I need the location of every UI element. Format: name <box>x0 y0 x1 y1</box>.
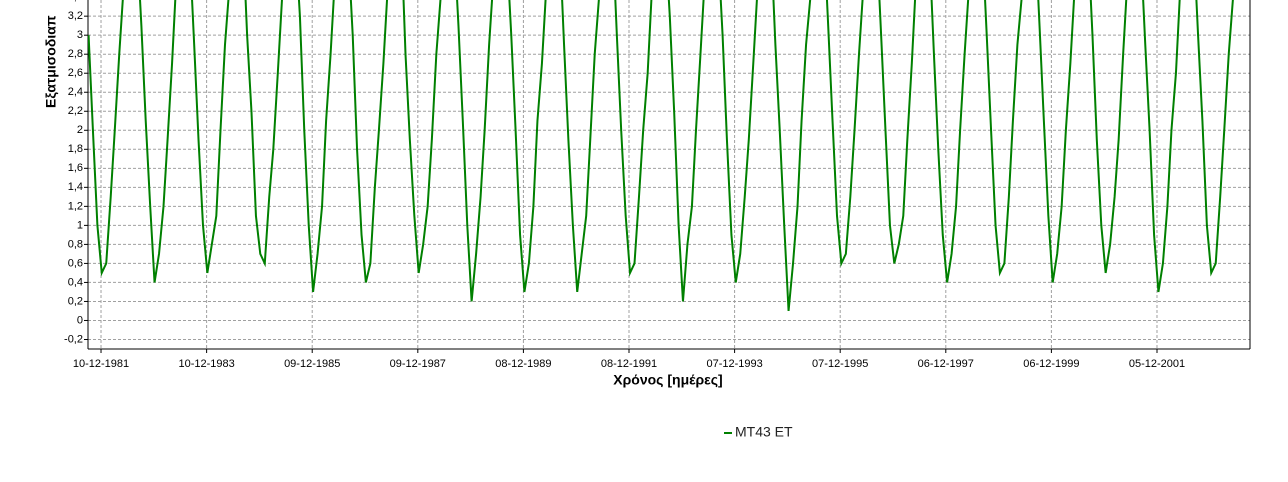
y-tick-label: 1,2 <box>68 200 83 212</box>
y-tick-label: 1 <box>77 219 83 231</box>
y-tick-label: 3,2 <box>68 10 83 22</box>
y-tick-label: 2,8 <box>68 48 83 60</box>
data-line <box>88 0 1234 312</box>
x-tick-label: 07-12-1995 <box>812 358 868 370</box>
x-tick-label: 07-12-1993 <box>706 358 762 370</box>
y-tick-label: 1,4 <box>68 181 83 193</box>
plot-area <box>88 0 1250 349</box>
x-tick-label: 10-12-1981 <box>73 358 129 370</box>
y-tick-label: 1,6 <box>68 162 83 174</box>
y-tick-label: 3,4 <box>68 0 83 3</box>
legend-label: MT43 ET <box>735 424 793 440</box>
x-tick-label: 10-12-1983 <box>178 358 234 370</box>
x-tick-label: 06-12-1999 <box>1023 358 1079 370</box>
y-tick-label: 0 <box>77 314 83 326</box>
y-tick-label: 1,8 <box>68 143 83 155</box>
y-tick-label: 0,4 <box>68 276 83 288</box>
y-tick-label: 0,2 <box>68 295 83 307</box>
y-axis-label: Εξατμισοδιαπ <box>43 15 59 108</box>
y-tick-label: 2,4 <box>68 86 83 98</box>
x-tick-label: 05-12-2001 <box>1129 358 1185 370</box>
y-tick-label: 2 <box>77 124 83 136</box>
y-tick-label: 0,8 <box>68 238 83 250</box>
y-tick-label: 2,6 <box>68 67 83 79</box>
x-axis-label: Χρόνος [ημέρες] <box>613 372 722 388</box>
y-tick-label: 0,6 <box>68 257 83 269</box>
x-tick-label: 09-12-1985 <box>284 358 340 370</box>
x-tick-label: 06-12-1997 <box>918 358 974 370</box>
y-tick-label: 2,2 <box>68 105 83 117</box>
x-tick-label: 08-12-1991 <box>601 358 657 370</box>
x-tick-label: 08-12-1989 <box>495 358 551 370</box>
x-tick-label: 09-12-1987 <box>390 358 446 370</box>
y-tick-label: 3 <box>77 29 83 41</box>
y-tick-label: -0,2 <box>64 333 83 345</box>
